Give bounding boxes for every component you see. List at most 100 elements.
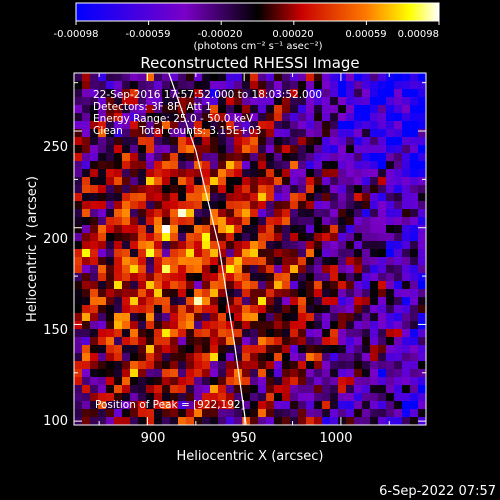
heatmap-cell [194, 209, 203, 218]
heatmap-cell [370, 169, 379, 178]
heatmap-cell [250, 257, 259, 266]
heatmap-cell [234, 81, 243, 90]
heatmap-cell [138, 169, 147, 178]
heatmap-cell [234, 353, 243, 362]
heatmap-cell [106, 409, 115, 418]
heatmap-cell [322, 345, 331, 354]
heatmap-cell [306, 257, 315, 266]
heatmap-cell [394, 297, 403, 306]
heatmap-cell [298, 369, 307, 378]
heatmap-cell [178, 409, 187, 418]
heatmap-cell [290, 417, 299, 425]
heatmap-cell [98, 265, 107, 274]
heatmap-cell [346, 329, 355, 338]
heatmap-cell [90, 89, 99, 98]
heatmap-cell [186, 241, 195, 250]
heatmap-cell [170, 113, 179, 122]
heatmap-cell [338, 121, 347, 130]
heatmap-cell [370, 201, 379, 210]
heatmap-cell [386, 129, 395, 138]
heatmap-cell [250, 329, 259, 338]
heatmap-cell [106, 113, 115, 122]
heatmap-cell [74, 265, 83, 274]
heatmap-cell [282, 361, 291, 370]
heatmap-cell [346, 281, 355, 290]
heatmap-cell [130, 129, 139, 138]
heatmap-cell [218, 377, 227, 386]
heatmap-cell [330, 257, 339, 266]
heatmap-cell [170, 337, 179, 346]
heatmap-cell [386, 177, 395, 186]
heatmap-cell [330, 417, 339, 425]
heatmap-cell [362, 289, 371, 298]
heatmap-cell [402, 161, 411, 170]
heatmap-cell [210, 257, 219, 266]
heatmap-cell [354, 89, 363, 98]
heatmap-cell [386, 89, 395, 98]
heatmap-cell [394, 401, 403, 410]
heatmap-cell [186, 417, 195, 425]
heatmap-cell [202, 393, 211, 402]
heatmap-cell [138, 177, 147, 186]
heatmap-cell [162, 169, 171, 178]
heatmap-cell [314, 393, 323, 402]
heatmap-cell [250, 233, 259, 242]
heatmap-cell [106, 401, 115, 410]
heatmap-cell [402, 257, 411, 266]
heatmap-cell [410, 257, 419, 266]
heatmap-cell [306, 193, 315, 202]
heatmap-cell [210, 137, 219, 146]
heatmap-cell [130, 217, 139, 226]
heatmap-cell [226, 345, 235, 354]
heatmap-cell [274, 169, 283, 178]
heatmap-cell [394, 185, 403, 194]
heatmap-cell [90, 105, 99, 114]
heatmap-cell [106, 249, 115, 258]
heatmap-cell [90, 233, 99, 242]
heatmap-cell [154, 369, 163, 378]
heatmap-cell [370, 225, 379, 234]
heatmap-cell [274, 217, 283, 226]
heatmap-cell [282, 97, 291, 106]
heatmap-cell [106, 281, 115, 290]
heatmap-cell [114, 217, 123, 226]
heatmap-cell [138, 81, 147, 90]
heatmap-cell [258, 89, 267, 98]
heatmap-cell [98, 393, 107, 402]
heatmap-cell [178, 289, 187, 298]
solar-limb-curve [168, 72, 247, 426]
heatmap-cell [354, 281, 363, 290]
heatmap-cell [250, 401, 259, 410]
heatmap-cell [338, 113, 347, 122]
heatmap-cell [290, 225, 299, 234]
heatmap-cell [186, 257, 195, 266]
heatmap-cell [282, 201, 291, 210]
heatmap-cell [154, 201, 163, 210]
heatmap-cell [338, 97, 347, 106]
heatmap-cell [106, 217, 115, 226]
heatmap-cell [330, 409, 339, 418]
heatmap-cell [194, 409, 203, 418]
heatmap-cell [146, 257, 155, 266]
heatmap-cell [402, 273, 411, 282]
heatmap-cell [266, 297, 275, 306]
heatmap-cell [98, 345, 107, 354]
heatmap-cell [274, 297, 283, 306]
heatmap-cell [154, 257, 163, 266]
heatmap-cell [154, 169, 163, 178]
heatmap-cell [362, 169, 371, 178]
heatmap-cell [354, 81, 363, 90]
heatmap-cell [178, 305, 187, 314]
heatmap-cell [106, 145, 115, 154]
heatmap-cell [170, 353, 179, 362]
heatmap-cell [218, 369, 227, 378]
heatmap-cell [106, 201, 115, 210]
heatmap-cell [258, 361, 267, 370]
heatmap-cell [282, 177, 291, 186]
heatmap-cell [178, 329, 187, 338]
heatmap-cell [354, 225, 363, 234]
heatmap-cell [98, 121, 107, 130]
heatmap-cell [354, 129, 363, 138]
heatmap-cell [370, 161, 379, 170]
